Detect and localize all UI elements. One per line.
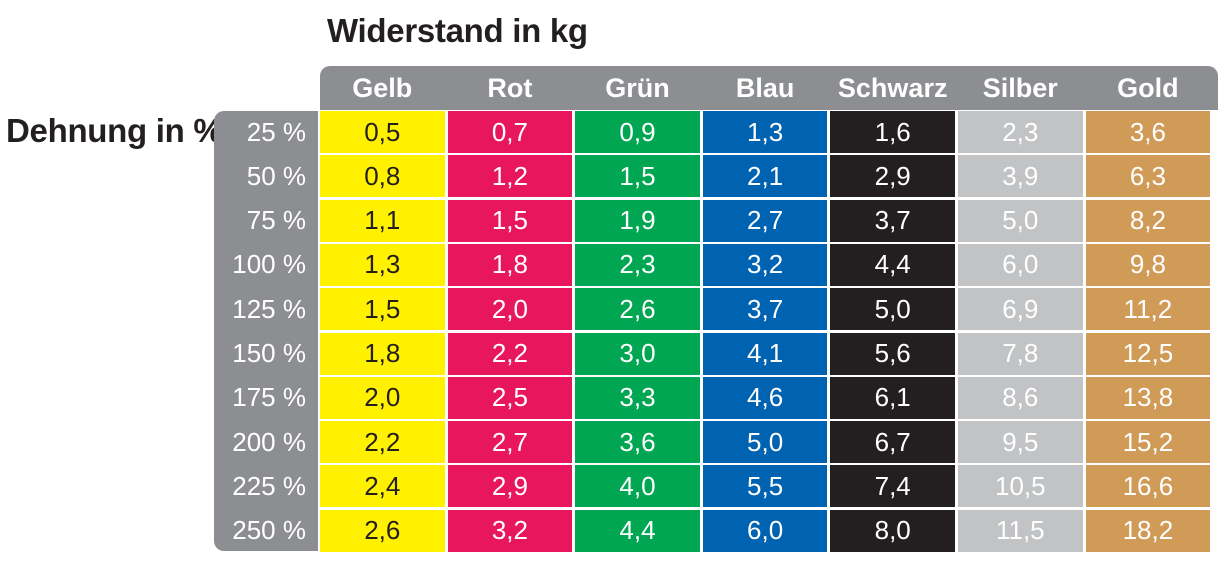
table-cell: 6,7 (830, 421, 955, 464)
table-cell: 0,9 (575, 111, 700, 153)
table-cell: 6,9 (958, 288, 1083, 331)
table-cell: 2,7 (702, 199, 828, 242)
table-cell: 3,3 (575, 376, 700, 419)
table-cell: 5,0 (830, 288, 955, 331)
table-cell: 3,9 (958, 155, 1083, 198)
table-cell: 6,0 (958, 243, 1083, 286)
table-cell: 4,4 (830, 243, 955, 286)
row-header: 25 % (246, 116, 306, 147)
table-cell: 3,2 (447, 509, 573, 552)
table-cell: 1,5 (320, 288, 445, 331)
table-cell: 8,6 (958, 376, 1083, 419)
row-header: 250 % (232, 515, 306, 546)
table-cell: 7,4 (830, 465, 955, 508)
table-cell: 1,3 (320, 243, 445, 286)
table-cell: 2,4 (320, 465, 445, 508)
table-cell: 9,8 (1085, 243, 1211, 286)
table-cell: 2,3 (575, 243, 700, 286)
table-cell: 12,5 (1085, 332, 1211, 375)
table-cell: 3,0 (575, 332, 700, 375)
table-cell: 16,6 (1085, 465, 1211, 508)
table-cell: 1,3 (702, 111, 828, 153)
table-cell: 0,7 (447, 111, 573, 153)
table-cell: 1,5 (447, 199, 573, 242)
table-cell: 2,2 (320, 421, 445, 464)
row-header: 200 % (232, 426, 306, 457)
table-cell: 2,1 (702, 155, 828, 198)
table-cell: 5,5 (702, 465, 828, 508)
row-header: 225 % (232, 470, 306, 501)
table-cell: 2,2 (447, 332, 573, 375)
column-header-silber: Silber (982, 72, 1058, 103)
table-cell: 10,5 (958, 465, 1083, 508)
column-header-schwarz: Schwarz (837, 72, 948, 103)
table-cell: 3,7 (830, 199, 955, 242)
table-cell: 2,3 (958, 111, 1083, 153)
table-cell: 13,8 (1085, 376, 1211, 419)
column-header-gelb: Gelb (352, 72, 413, 103)
table-cell: 0,5 (320, 111, 445, 153)
table-cell: 15,2 (1085, 421, 1211, 464)
table-cell: 1,1 (320, 199, 445, 242)
row-header-band (214, 111, 318, 551)
row-header: 150 % (232, 338, 306, 368)
table-cell: 4,1 (702, 332, 828, 375)
table-cell: 4,6 (702, 376, 828, 419)
row-header: 125 % (232, 293, 306, 324)
table-cell: 1,8 (320, 332, 445, 375)
column-header-blau: Blau (735, 72, 795, 103)
table-cell: 3,2 (702, 243, 828, 286)
table-cell: 1,2 (447, 155, 573, 198)
table-cell: 6,3 (1085, 155, 1211, 198)
table-cell: 1,6 (830, 111, 955, 153)
table-cell: 1,5 (575, 155, 700, 198)
table-cell: 2,6 (575, 288, 700, 331)
table-cell: 11,5 (958, 509, 1083, 552)
table-cell: 2,0 (447, 288, 573, 331)
row-axis-label: Dehnung in % (6, 112, 223, 149)
table-cell: 3,7 (702, 288, 828, 331)
table-cell: 2,6 (320, 509, 445, 552)
table-cell: 2,5 (447, 376, 573, 419)
row-header: 50 % (246, 160, 306, 191)
table-cell: 4,4 (575, 509, 700, 552)
column-header-gold: Gold (1117, 72, 1179, 103)
table-cell: 0,8 (320, 155, 445, 198)
table-cell: 1,9 (575, 199, 700, 242)
row-header: 75 % (246, 205, 306, 236)
table-cell: 4,0 (575, 465, 700, 508)
table-cell: 8,0 (830, 509, 955, 552)
row-header: 175 % (232, 382, 306, 413)
table-cell: 5,0 (702, 421, 828, 464)
row-header: 100 % (232, 249, 306, 280)
table-cell: 3,6 (575, 421, 700, 464)
table-cell: 18,2 (1085, 509, 1211, 552)
table-cell: 5,6 (830, 332, 955, 375)
table-cell: 8,2 (1085, 199, 1211, 242)
column-header-band (320, 66, 1218, 110)
table-cell: 9,5 (958, 421, 1083, 464)
table-cell: 2,9 (447, 465, 573, 508)
table-cell: 6,1 (830, 376, 955, 419)
table-cell: 5,0 (958, 199, 1083, 242)
table-cell: 3,6 (1085, 111, 1211, 153)
table-cell: 2,7 (447, 421, 573, 464)
table-cell: 1,8 (447, 243, 573, 286)
column-header-rot: Rot (487, 72, 533, 103)
column-header-gr-n: Grün (605, 72, 670, 103)
table-cell: 2,9 (830, 155, 955, 198)
table-cell: 7,8 (958, 332, 1083, 375)
chart-title: Widerstand in kg (327, 12, 588, 49)
table-cell: 11,2 (1085, 288, 1211, 331)
table-cell: 2,0 (320, 376, 445, 419)
table-cell: 6,0 (702, 509, 828, 552)
